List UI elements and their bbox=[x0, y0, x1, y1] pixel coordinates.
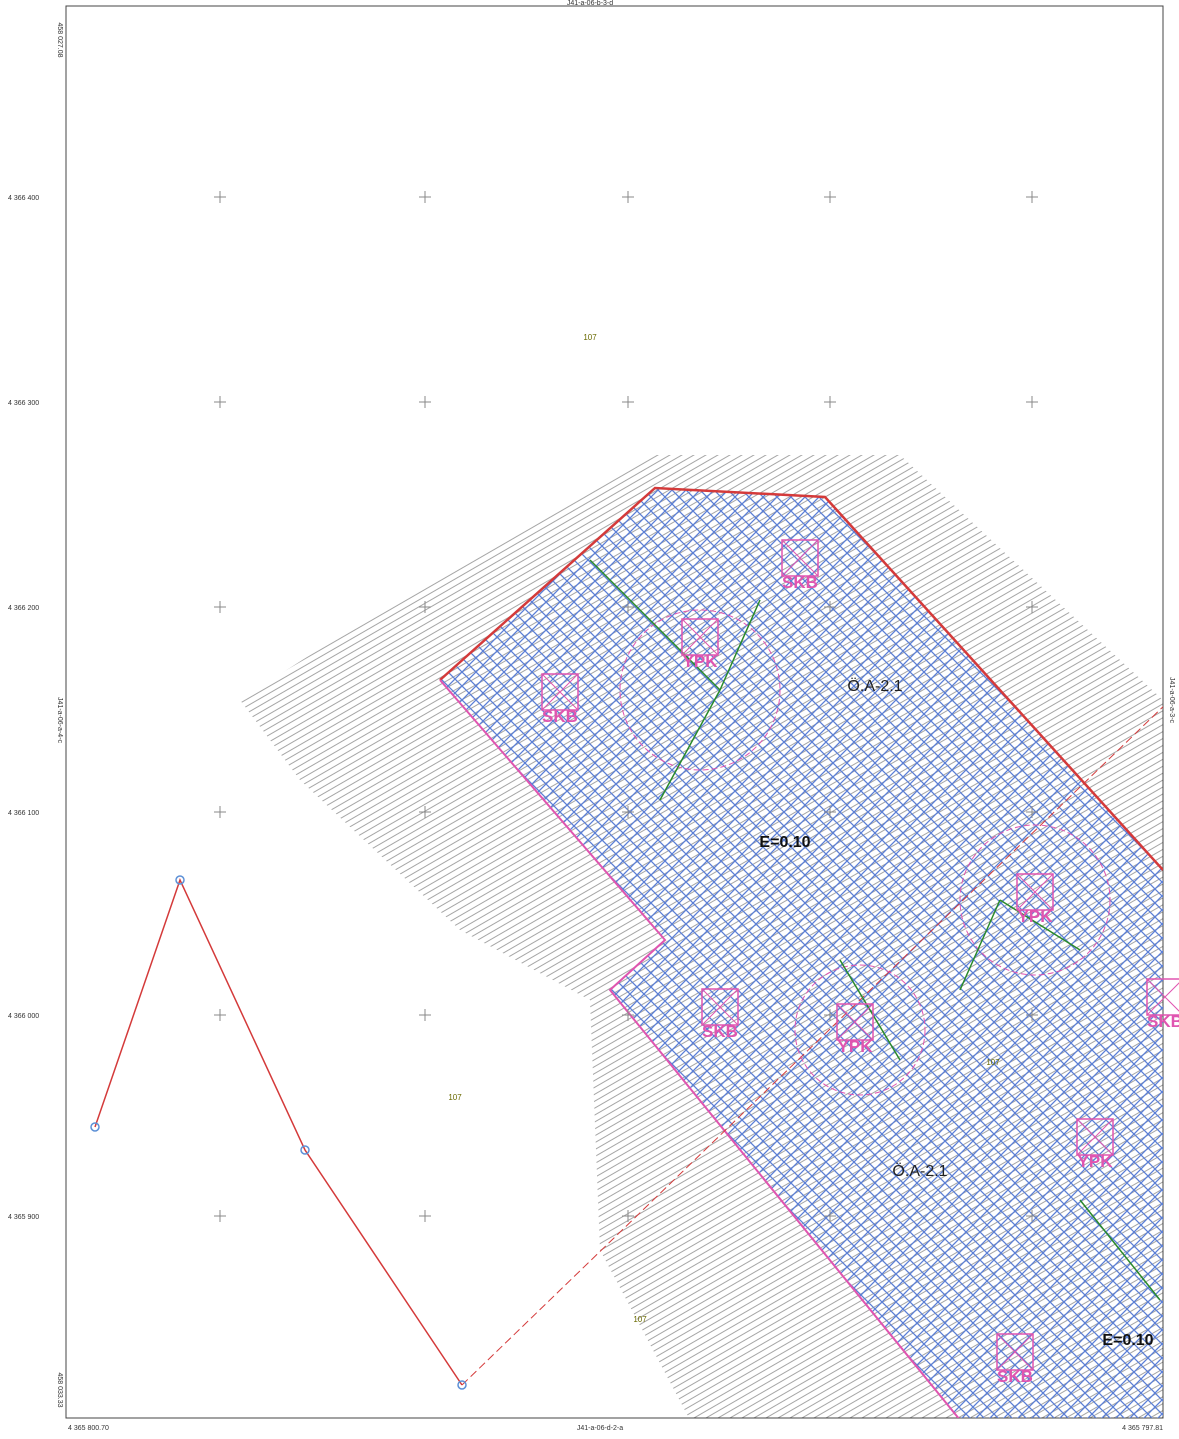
coord-label: 4 365 797.81 bbox=[1122, 1425, 1163, 1432]
grid-cross bbox=[824, 806, 836, 818]
coefficient-label: E=0.10 bbox=[759, 834, 810, 851]
grid-cross bbox=[214, 396, 226, 408]
grid-cross bbox=[419, 806, 431, 818]
zone-code: YPK bbox=[1078, 1152, 1114, 1171]
grid-cross bbox=[824, 396, 836, 408]
grid-cross bbox=[622, 806, 634, 818]
grid-cross bbox=[824, 1210, 836, 1222]
grid-cross bbox=[1026, 191, 1038, 203]
zone-code: YPK bbox=[838, 1037, 874, 1056]
coord-label: 458 027.08 bbox=[56, 22, 63, 57]
grid-cross bbox=[622, 1210, 634, 1222]
zone-label: Ö.A-2.1 bbox=[847, 677, 902, 695]
grid-cross bbox=[419, 191, 431, 203]
grid-cross bbox=[622, 1009, 634, 1021]
grid-cross bbox=[419, 1210, 431, 1222]
sheet-label: J41-a-06-a-3-c bbox=[1168, 677, 1175, 723]
northing-label: 4 366 100 bbox=[8, 810, 39, 817]
parcel-line bbox=[461, 706, 1163, 1386]
symbol-box bbox=[1016, 873, 1054, 911]
northing-label: 4 365 900 bbox=[8, 1214, 39, 1221]
grid-cross bbox=[1026, 1210, 1038, 1222]
grid-cross bbox=[622, 601, 634, 613]
zone-code: SKB bbox=[542, 707, 578, 726]
symbol-box bbox=[681, 618, 719, 656]
parcel-number: 107 bbox=[633, 1315, 647, 1324]
grid-cross bbox=[419, 1009, 431, 1021]
zone-code: SKB bbox=[702, 1022, 738, 1041]
northing-label: 4 366 400 bbox=[8, 195, 39, 202]
symbol-box bbox=[1076, 1118, 1114, 1156]
zone-code: YPK bbox=[683, 652, 719, 671]
coord-label: 4 365 800.70 bbox=[68, 1425, 109, 1432]
symbol-cross bbox=[701, 988, 739, 1026]
grid-cross bbox=[419, 396, 431, 408]
symbol-box bbox=[541, 673, 579, 711]
grid-cross bbox=[214, 1210, 226, 1222]
radius bbox=[794, 964, 926, 1096]
coefficient-label: E=0.10 bbox=[1102, 1332, 1153, 1349]
grid-cross bbox=[214, 806, 226, 818]
symbol-box bbox=[781, 539, 819, 577]
symbol-box bbox=[1146, 978, 1179, 1016]
zone-code: SKB bbox=[1147, 1012, 1179, 1031]
zone-label: Ö.A-2.1 bbox=[892, 1162, 947, 1180]
stream bbox=[589, 559, 1161, 1301]
zone-code: SKB bbox=[782, 573, 818, 592]
parcel-number: 107 bbox=[448, 1093, 462, 1102]
parcel-number: 107 bbox=[986, 1058, 1000, 1067]
grid-cross bbox=[824, 601, 836, 613]
hatched-zone bbox=[440, 488, 1163, 1418]
sheet-label: J41-a-06-a-4-c bbox=[56, 697, 63, 743]
parcel-number: 107 bbox=[583, 333, 597, 342]
grid-cross bbox=[1026, 1009, 1038, 1021]
symbol-cross bbox=[541, 673, 579, 711]
grid-cross bbox=[622, 396, 634, 408]
grid-cross bbox=[622, 191, 634, 203]
radius bbox=[959, 824, 1111, 976]
coord-label: 458 033.33 bbox=[56, 1372, 63, 1407]
symbol-cross bbox=[836, 1003, 874, 1041]
symbol-box bbox=[996, 1333, 1034, 1371]
grid-cross bbox=[1026, 601, 1038, 613]
grid-cross bbox=[214, 601, 226, 613]
symbol-cross bbox=[781, 539, 819, 577]
grid-cross bbox=[1026, 806, 1038, 818]
symbol-box bbox=[701, 988, 739, 1026]
grid-cross bbox=[214, 1009, 226, 1021]
grid-cross bbox=[419, 601, 431, 613]
northing-label: 4 366 200 bbox=[8, 605, 39, 612]
sheet-label: J41-a-06-d-2-a bbox=[577, 1425, 623, 1432]
northing-label: 4 366 000 bbox=[8, 1013, 39, 1020]
boundary bbox=[439, 486, 1163, 871]
zone-code: SKB bbox=[997, 1367, 1033, 1386]
symbol-cross bbox=[1076, 1118, 1114, 1156]
zone-code: YPK bbox=[1018, 907, 1054, 926]
grid-cross bbox=[824, 1009, 836, 1021]
radius bbox=[619, 609, 781, 771]
grid-cross bbox=[214, 191, 226, 203]
symbol-cross bbox=[1016, 873, 1054, 911]
grid-cross bbox=[824, 191, 836, 203]
symbol-cross bbox=[996, 1333, 1034, 1371]
boundary bbox=[439, 679, 960, 1418]
parcel-line bbox=[94, 877, 463, 1386]
grid-cross bbox=[1026, 396, 1038, 408]
symbol-cross bbox=[681, 618, 719, 656]
symbol-box bbox=[836, 1003, 874, 1041]
northing-label: 4 366 300 bbox=[8, 400, 39, 407]
symbol-cross bbox=[1146, 978, 1179, 1016]
sheet-label: J41-a-06-b-3-d bbox=[567, 0, 613, 7]
